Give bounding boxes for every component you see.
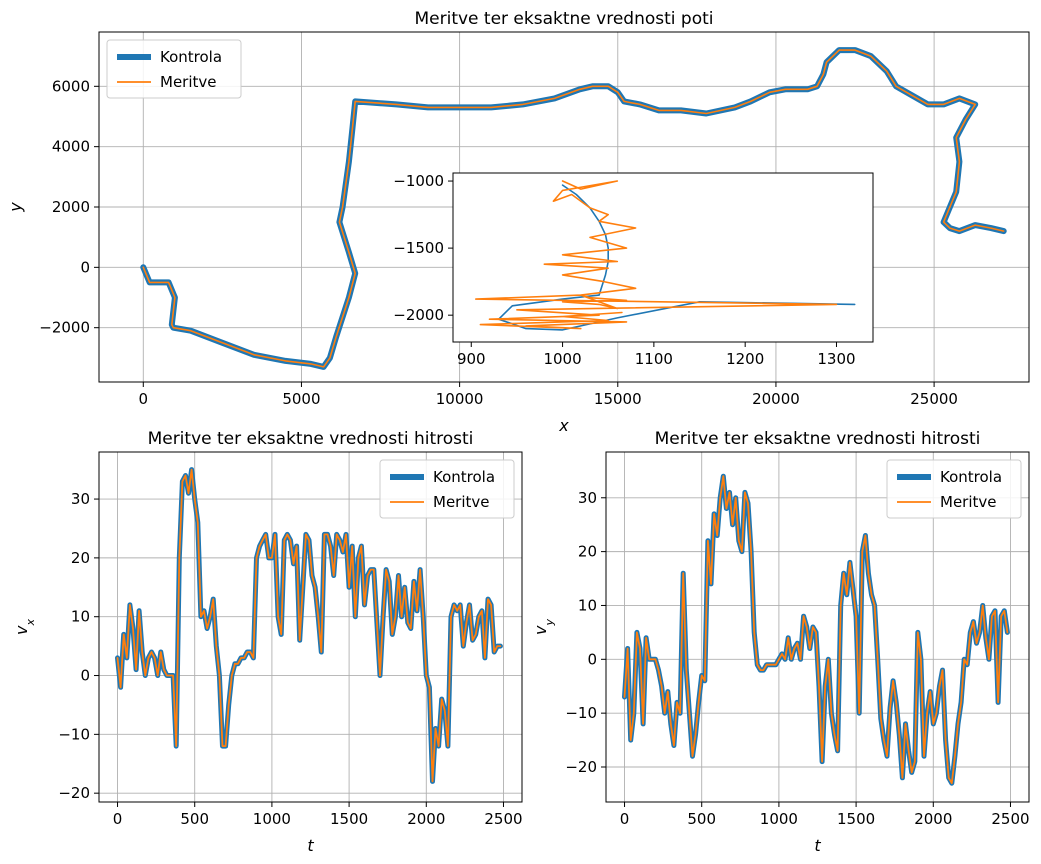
vy-xtick-label: 0 [620,810,630,828]
vy-ytick-label: 30 [578,489,597,507]
vy-title: Meritve ter eksaktne vrednosti hitrosti [655,429,981,449]
path-legend-label-kontrola: Kontrola [160,48,222,66]
vx-xtick-label: 0 [113,810,123,828]
vx-xtick-label: 2000 [407,810,445,828]
vx-ytick-label: 10 [71,608,90,626]
inset-xtick-label: 900 [457,350,486,368]
path-ytick-label: 0 [80,258,90,276]
path-xtick-label: 5000 [282,390,320,408]
inset-series-meritve [474,180,838,330]
vx-xlabel: t [307,836,314,855]
vx-xtick-label: 1500 [330,810,368,828]
vx-ylabel: vx [12,619,37,635]
vx-legend-label-kontrola: Kontrola [433,468,495,486]
path-legend-label-meritve: Meritve [160,73,217,91]
inset-ytick-label: −1000 [393,172,444,190]
vx-ytick-label: 20 [71,549,90,567]
vy-ytick-label: 0 [587,650,597,668]
path-ytick-label: 4000 [52,138,90,156]
vy-xtick-label: 1000 [760,810,798,828]
path-xtick-label: 15000 [594,390,642,408]
inset-xtick-label: 1000 [543,350,581,368]
vy-ytick-label: 20 [578,543,597,561]
inset-ytick-label: −2000 [393,306,444,324]
vx-title: Meritve ter eksaktne vrednosti hitrosti [148,429,474,449]
vy-legend: Kontrola Meritve [886,459,1022,519]
vx-xtick-label: 500 [180,810,209,828]
vy-series-meritve [623,475,1009,785]
panel-vy: 0 500 1000 1500 2000 2500 −20 −10 0 10 20 30 Meritve… [531,429,1030,855]
vy-ytick-label: 10 [578,596,597,614]
path-series-meritve [142,49,1005,368]
path-ytick-label: 2000 [52,198,90,216]
inset-series-kontrola [497,184,856,331]
vy-frame [605,451,1030,803]
vx-frame [98,451,523,803]
vx-ytick-label: 30 [71,490,90,508]
vy-xtick-label: 500 [687,810,716,828]
inset-ytick-label: −1500 [393,239,444,257]
vx-legend-label-meritve: Meritve [433,493,490,511]
inset-xtick-label: 1100 [635,350,673,368]
vy-legend-label-meritve: Meritve [940,493,997,511]
vy-xlabel: t [814,836,821,855]
vx-series-meritve [116,468,502,783]
path-xtick-label: 25000 [910,390,958,408]
path-legend: Kontrola Meritve [106,39,242,99]
path-xtick-label: 20000 [752,390,800,408]
vy-xtick-label: 1500 [837,810,875,828]
vy-ylabel: vy [531,619,556,635]
inset-xtick-label: 1200 [726,350,764,368]
vy-xtick-label: 2000 [914,810,952,828]
panel-inset: 900 1000 1100 1200 1300 −2000 −1500 −1000 [393,172,874,368]
vx-xtick-label: 2500 [484,810,522,828]
inset-xtick-label: 1300 [817,350,855,368]
vx-ytick-label: 0 [80,667,90,685]
vy-xtick-label: 2500 [991,810,1029,828]
vy-ytick-label: −20 [565,758,597,776]
vx-ytick-label: −20 [58,784,90,802]
vy-legend-label-kontrola: Kontrola [940,468,1002,486]
vy-ytick-label: −10 [565,704,597,722]
path-xlabel: x [558,416,569,435]
path-xtick-label: 10000 [436,390,484,408]
path-ytick-label: −2000 [39,319,90,337]
path-title: Meritve ter eksaktne vrednosti poti [414,9,713,29]
panel-vx: 0 500 1000 1500 2000 2500 −20 −10 0 10 20 30 Meritve… [12,429,523,855]
vx-ytick-label: −10 [58,725,90,743]
vx-xtick-label: 1000 [253,810,291,828]
inset-frame [452,172,874,343]
vx-legend: Kontrola Meritve [379,459,515,519]
path-ytick-label: 6000 [52,77,90,95]
path-ylabel: y [6,202,25,213]
path-xtick-label: 0 [139,390,149,408]
inset-plot-area [453,173,873,342]
